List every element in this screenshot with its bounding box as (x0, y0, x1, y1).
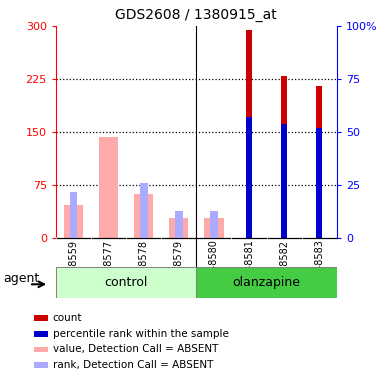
Bar (204, 218, 224, 238)
Bar (175, 211, 182, 238)
Text: agent: agent (3, 272, 39, 285)
Bar (34, 346, 48, 352)
Bar (70, 192, 77, 238)
Bar (246, 117, 252, 238)
Bar (246, 30, 252, 238)
Bar (169, 218, 188, 238)
Text: olanzapine: olanzapine (233, 276, 301, 289)
Bar (281, 124, 287, 238)
Bar (281, 76, 287, 238)
Bar (34, 362, 48, 368)
Bar (34, 331, 48, 336)
Text: control: control (104, 276, 148, 289)
Bar (210, 211, 218, 238)
Bar (140, 183, 147, 238)
Text: rank, Detection Call = ABSENT: rank, Detection Call = ABSENT (53, 360, 213, 370)
Bar (34, 315, 48, 321)
Bar (196, 267, 337, 298)
Text: value, Detection Call = ABSENT: value, Detection Call = ABSENT (53, 344, 218, 354)
Text: count: count (53, 313, 82, 323)
Bar (64, 205, 83, 238)
Bar (134, 194, 153, 238)
Title: GDS2608 / 1380915_at: GDS2608 / 1380915_at (116, 9, 277, 22)
Bar (316, 86, 323, 238)
Bar (316, 128, 323, 238)
Bar (56, 267, 196, 298)
Bar (99, 137, 118, 238)
Text: percentile rank within the sample: percentile rank within the sample (53, 328, 229, 339)
